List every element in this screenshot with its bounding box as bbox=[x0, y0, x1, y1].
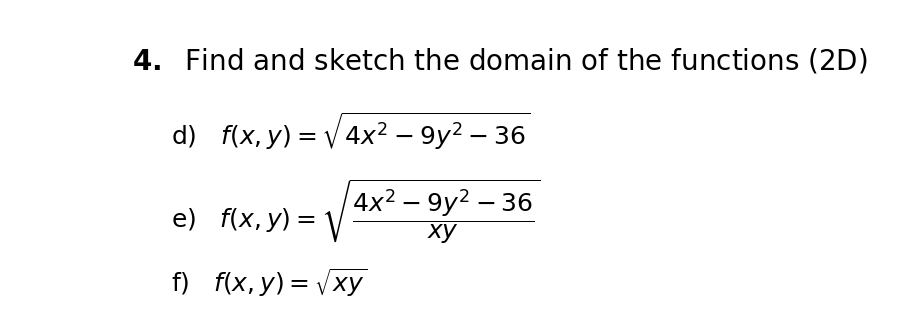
Text: e)   $f(x,y) = \sqrt{\dfrac{4x^2-9y^2-36}{xy}}$: e) $f(x,y) = \sqrt{\dfrac{4x^2-9y^2-36}{… bbox=[171, 178, 541, 247]
Text: $\mathbf{4.}$  Find and sketch the domain of the functions (2D): $\mathbf{4.}$ Find and sketch the domain… bbox=[132, 47, 867, 76]
Text: d)   $f(x,y) = \sqrt{4x^2 - 9y^2 - 36}$: d) $f(x,y) = \sqrt{4x^2 - 9y^2 - 36}$ bbox=[171, 110, 530, 153]
Text: f)   $f(x,y) = \sqrt{xy}$: f) $f(x,y) = \sqrt{xy}$ bbox=[171, 267, 367, 299]
